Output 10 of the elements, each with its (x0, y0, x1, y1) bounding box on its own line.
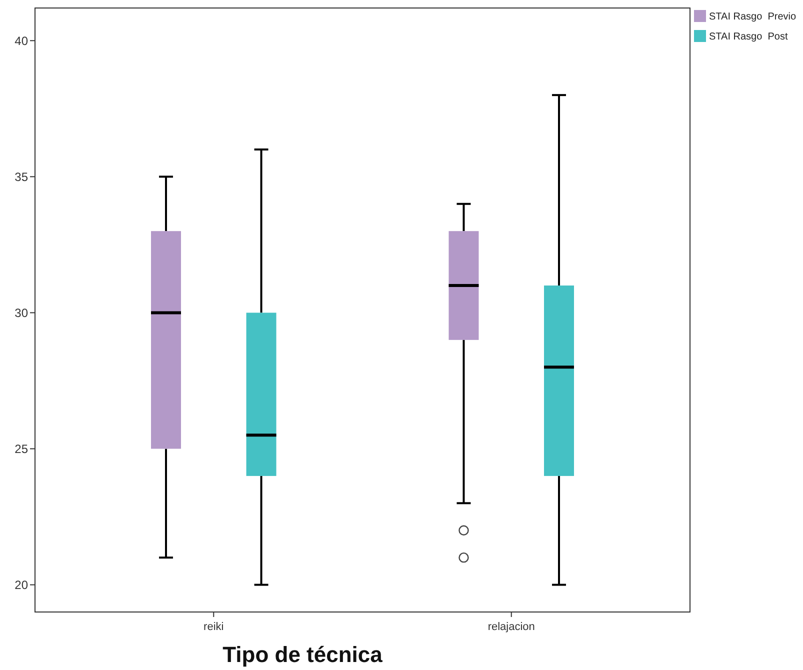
x-tick-label: reiki (204, 621, 224, 633)
legend-label: STAI Rasgo Post (709, 32, 788, 42)
y-tick-label: 40 (14, 34, 28, 48)
x-tick-label: relajacion (488, 621, 535, 633)
y-tick-label: 35 (14, 170, 28, 184)
y-tick-label: 20 (14, 578, 28, 592)
x-axis-title: Tipo de técnica (222, 642, 384, 667)
y-tick-label: 30 (14, 306, 28, 320)
legend-label: STAI Rasgo Previo (709, 12, 797, 22)
y-tick-label: 25 (14, 442, 28, 456)
